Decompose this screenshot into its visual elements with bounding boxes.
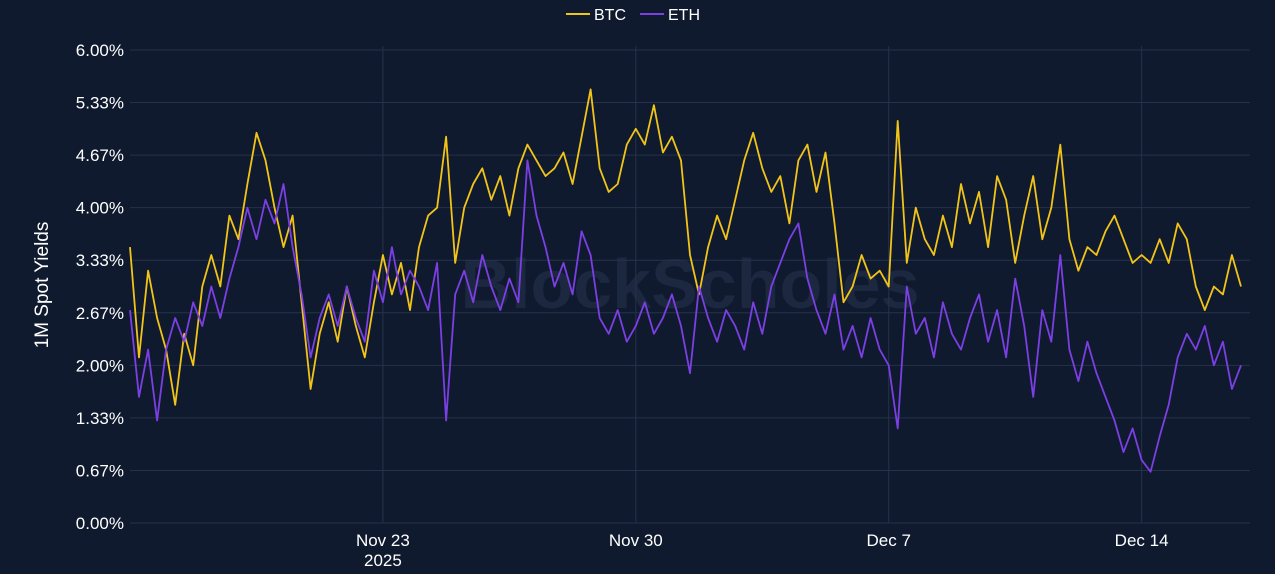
x-tick-label: Dec 14 <box>1115 531 1169 550</box>
y-tick-label: 4.00% <box>76 199 124 218</box>
y-tick-label: 1.33% <box>76 409 124 428</box>
y-tick-label: 0.00% <box>76 514 124 533</box>
legend-label: BTC <box>594 7 626 24</box>
grid-lines <box>130 46 1250 524</box>
y-axis-title: 1M Spot Yields <box>32 222 53 349</box>
series-line-btc <box>129 88 1242 406</box>
y-tick-label: 2.00% <box>76 356 124 375</box>
x-tick-label: Nov 23 <box>356 531 410 550</box>
series-lines <box>129 88 1242 473</box>
y-tick-label: 4.67% <box>76 146 124 165</box>
legend-item-eth[interactable]: ETH <box>640 7 700 24</box>
y-axis: 0.00% 0.67% 1.33% 2.00% 2.67% 3.33% 4.00% 4.67%… <box>76 41 124 533</box>
legend-label: ETH <box>668 7 700 24</box>
legend[interactable]: BTC ETH <box>566 7 700 24</box>
x-tick-label: Nov 30 <box>609 531 663 550</box>
y-tick-label: 5.33% <box>76 94 124 113</box>
legend-item-btc[interactable]: BTC <box>566 7 626 24</box>
y-tick-label: 3.33% <box>76 251 124 270</box>
x-tick-sublabel: 2025 <box>364 551 402 569</box>
y-tick-label: 2.67% <box>76 304 124 323</box>
series-line-eth <box>129 159 1242 473</box>
y-tick-label: 6.00% <box>76 41 124 60</box>
x-tick-label: Dec 7 <box>866 531 910 550</box>
y-tick-label: 0.67% <box>76 461 124 480</box>
